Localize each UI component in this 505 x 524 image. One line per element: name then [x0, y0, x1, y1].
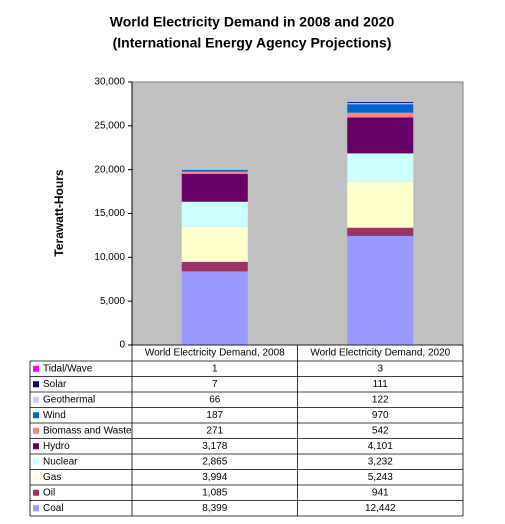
legend-key	[33, 381, 39, 387]
legend-label: Coal	[43, 503, 64, 514]
table-value: 271	[206, 425, 223, 436]
legend-label: Wind	[43, 410, 66, 421]
legend-key	[33, 397, 39, 403]
table-value: 3,994	[202, 472, 227, 483]
legend-label: Nuclear	[43, 456, 78, 467]
legend-label: Biomass and Waste	[43, 425, 132, 436]
y-tick-label: 30,000	[94, 77, 125, 88]
y-tick-label: 25,000	[94, 120, 125, 131]
table-value: 111	[373, 379, 389, 390]
table-value: 66	[209, 394, 221, 405]
y-tick-label: 0	[119, 340, 125, 351]
table-value: 1	[212, 363, 218, 374]
table-value: 3,232	[368, 456, 393, 467]
table-value: 5,243	[368, 472, 393, 483]
bar-segment	[347, 103, 413, 104]
bar-segment	[347, 236, 413, 345]
y-tick-label: 10,000	[94, 252, 125, 263]
legend-key	[33, 459, 39, 465]
y-axis-label: Terawatt-Hours	[52, 169, 66, 256]
legend-label: Oil	[43, 487, 55, 498]
table-value: 187	[206, 410, 223, 421]
bar-segment	[182, 170, 248, 172]
legend-label: Gas	[43, 472, 61, 483]
bar-segment	[347, 182, 413, 228]
y-tick-label: 15,000	[94, 208, 125, 219]
bar-segment	[182, 169, 248, 170]
legend-key	[33, 366, 39, 372]
bar-segment	[347, 228, 413, 236]
table-header: World Electricity Demand, 2008	[145, 348, 285, 359]
bar-segment	[347, 153, 413, 181]
table-value: 542	[372, 425, 389, 436]
legend-key	[33, 474, 39, 480]
table-header: World Electricity Demand, 2020	[310, 348, 450, 359]
table-value: 1,085	[202, 487, 227, 498]
legend-label: Hydro	[43, 441, 70, 452]
legend-key	[33, 443, 39, 449]
legend-key	[33, 505, 39, 511]
bar-segment	[182, 174, 248, 202]
bar-segment	[347, 117, 413, 153]
y-tick-label: 5,000	[100, 296, 125, 307]
bar-segment	[182, 227, 248, 262]
bar-segment	[182, 171, 248, 173]
table-value: 4,101	[368, 441, 393, 452]
table-value: 970	[372, 410, 389, 421]
plot-area	[132, 82, 463, 345]
bar-segment	[347, 104, 413, 113]
legend-key	[33, 412, 39, 418]
chart-subtitle: (International Energy Agency Projections…	[113, 35, 392, 51]
table-value: 12,442	[365, 503, 396, 514]
legend-label: Geothermal	[43, 394, 95, 405]
table-value: 122	[372, 394, 389, 405]
legend-key	[33, 490, 39, 496]
bar-segment	[347, 113, 413, 118]
table-value: 3	[377, 363, 383, 374]
chart-title: World Electricity Demand in 2008 and 202…	[110, 14, 395, 30]
table-value: 2,865	[202, 456, 227, 467]
bar-segment	[182, 271, 248, 345]
table-value: 8,399	[202, 503, 227, 514]
table-value: 941	[372, 487, 389, 498]
bar-segment	[182, 202, 248, 227]
legend-label: Tidal/Wave	[43, 363, 93, 374]
table-value: 7	[212, 379, 218, 390]
y-tick-label: 20,000	[94, 164, 125, 175]
legend-label: Solar	[43, 379, 67, 390]
bar-segment	[347, 102, 413, 103]
bar-segment	[182, 262, 248, 272]
legend-key	[33, 428, 39, 434]
table-value: 3,178	[202, 441, 227, 452]
